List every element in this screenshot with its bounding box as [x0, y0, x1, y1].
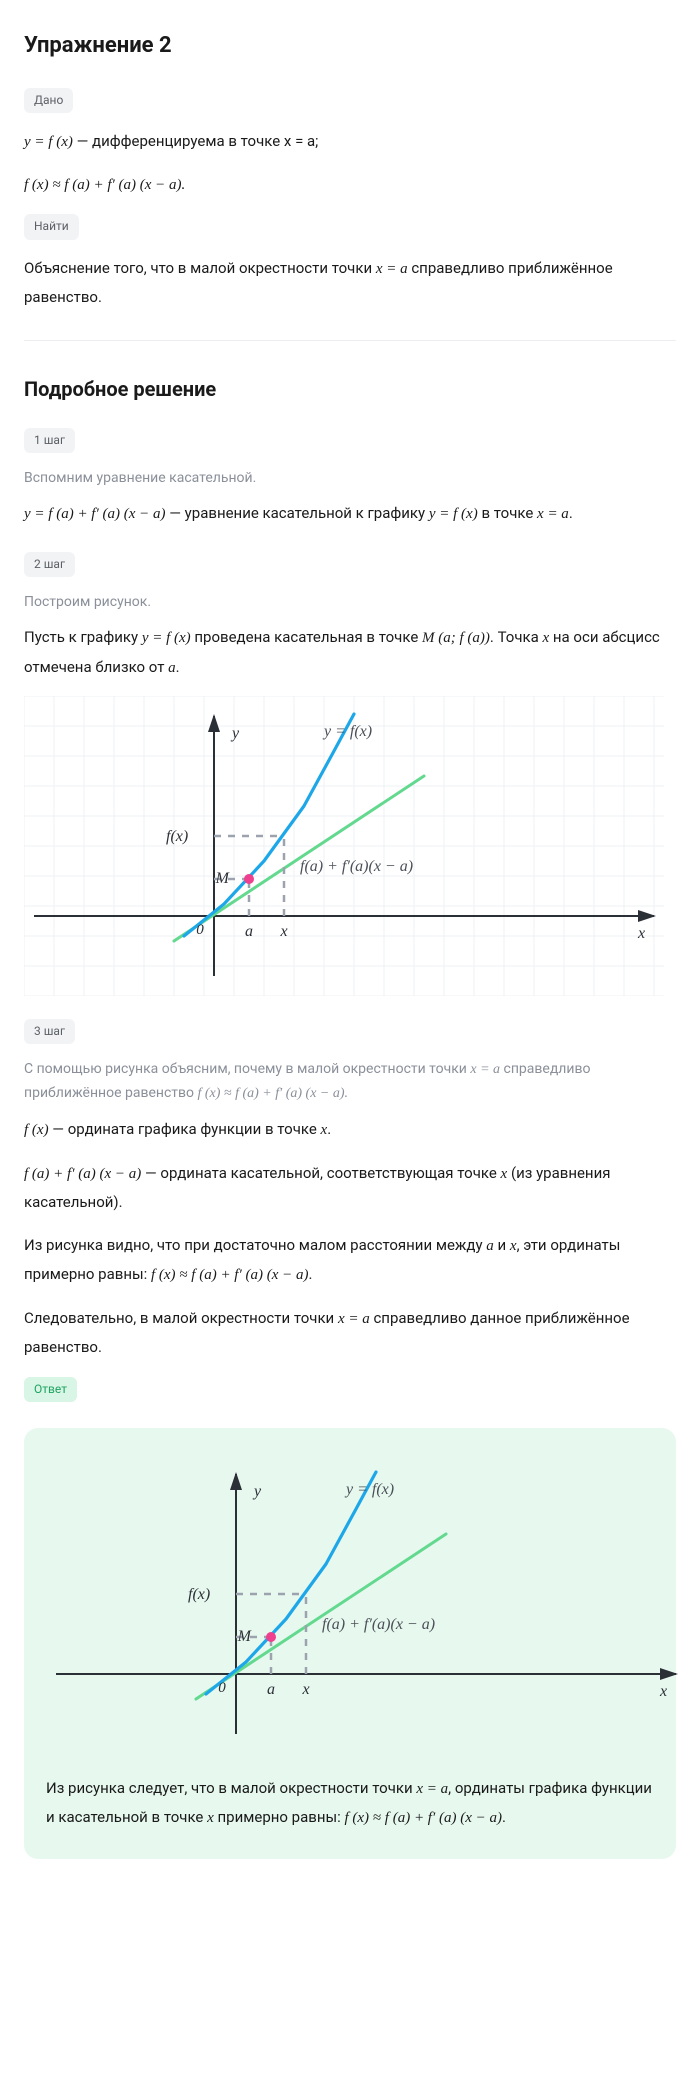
svg-text:0: 0: [218, 1680, 226, 1696]
math: x: [510, 1238, 517, 1254]
text: — дифференцируема в точке x = a;: [73, 132, 319, 150]
svg-text:M: M: [215, 870, 231, 887]
step-3: 3 шаг С помощью рисунка объясним, почему…: [24, 1018, 676, 1361]
answer-chip: Ответ: [24, 1377, 77, 1402]
math: f (a) + f′ (a) (x − a): [24, 1166, 141, 1182]
svg-text:f(x): f(x): [166, 828, 188, 845]
given-line2: f (x) ≈ f (a) + f′ (a) (x − a).: [24, 171, 676, 200]
text: С помощью рисунка объясним, почему в мал…: [24, 1061, 470, 1077]
text: .: [569, 504, 573, 522]
text: в точке: [478, 504, 537, 522]
svg-text:f(x): f(x): [188, 1586, 210, 1603]
math: x: [207, 1810, 214, 1826]
step-chip: 3 шаг: [24, 1019, 75, 1044]
text: примерно равны:: [214, 1808, 345, 1826]
step-note: Вспомним уравнение касательной.: [24, 467, 676, 489]
divider: [24, 340, 676, 341]
svg-text:x: x: [279, 923, 287, 940]
step3-p3: Из рисунка видно, что при достаточно мал…: [24, 1231, 676, 1290]
math: y = f (x): [24, 134, 73, 150]
step3-p2: f (a) + f′ (a) (x − a) — ордината касате…: [24, 1159, 676, 1217]
text: Следовательно, в малой окрестности точки: [24, 1309, 338, 1327]
svg-text:y: y: [252, 1483, 262, 1500]
math: y = f (x): [142, 630, 191, 646]
svg-text:y: y: [230, 725, 240, 742]
svg-text:x: x: [659, 1683, 667, 1700]
solution-title: Подробное решение: [24, 373, 676, 405]
math: x = a: [537, 506, 569, 522]
svg-text:M: M: [237, 1628, 253, 1645]
find-chip: Найти: [24, 214, 79, 239]
math: f (x) ≈ f (a) + f′ (a) (x − a): [344, 1810, 502, 1826]
text: — уравнение касательной к графику: [166, 504, 429, 522]
page-title: Упражнение 2: [24, 28, 676, 63]
math: x = a: [376, 261, 408, 277]
math: x = a: [470, 1062, 500, 1077]
math: y = f (a) + f′ (a) (x − a): [24, 506, 166, 522]
math: f (x): [24, 1122, 49, 1138]
tangent-chart-answer: 0yxaxf(x)My = f(x)f(a) + f′(a)(x − a): [46, 1454, 654, 1754]
step-chip: 2 шаг: [24, 552, 75, 577]
step-chip: 1 шаг: [24, 428, 75, 453]
text: и: [494, 1236, 510, 1254]
text: .: [502, 1808, 506, 1826]
answer-text: Из рисунка следует, что в малой окрестно…: [46, 1774, 654, 1833]
text: — ордината графика функции в точке: [49, 1120, 321, 1138]
svg-text:a: a: [267, 1681, 275, 1698]
math: M (a; f (a)): [422, 630, 490, 646]
math: y = f (x): [429, 506, 478, 522]
given-chip: Дано: [24, 88, 73, 113]
svg-text:f(a) + f′(a)(x − a): f(a) + f′(a)(x − a): [300, 858, 413, 875]
tangent-chart: 0 y x a x f(x) My = f(x) f(a) + f′(a)(x − a): [24, 696, 676, 996]
text: .: [309, 1265, 313, 1283]
step3-p4: Следовательно, в малой окрестности точки…: [24, 1304, 676, 1362]
step-1: 1 шаг Вспомним уравнение касательной. y …: [24, 427, 676, 529]
svg-text:y = f(x): y = f(x): [344, 1481, 394, 1498]
text: .: [176, 658, 180, 676]
svg-text:0: 0: [196, 922, 204, 938]
step3-p1: f (x) — ордината графика функции в точке…: [24, 1115, 676, 1145]
math: x = a: [416, 1781, 448, 1797]
math: a: [486, 1238, 494, 1254]
svg-text:f(a) + f′(a)(x − a): f(a) + f′(a)(x − a): [322, 1616, 435, 1633]
svg-text:a: a: [245, 923, 253, 940]
text: Пусть к графику: [24, 628, 142, 646]
svg-text:x: x: [301, 1681, 309, 1698]
text: Из рисунка видно, что при достаточно мал…: [24, 1236, 486, 1254]
text: проведена касательная в точке: [191, 628, 422, 646]
step-2: 2 шаг Построим рисунок. Пусть к графику …: [24, 551, 676, 997]
math: x = a: [338, 1311, 370, 1327]
step-note: Построим рисунок.: [24, 591, 676, 613]
text: — ордината касательной, соответствующая …: [141, 1164, 500, 1182]
svg-text:y = f(x): y = f(x): [322, 723, 372, 740]
text: . Точка: [490, 628, 543, 646]
step1-text: y = f (a) + f′ (a) (x − a) — уравнение к…: [24, 499, 676, 529]
text: .: [327, 1120, 331, 1138]
text: Объяснение того, что в малой окрестности…: [24, 259, 376, 277]
math: f (x) ≈ f (a) + f′ (a) (x − a): [151, 1267, 309, 1283]
find-text: Объяснение того, что в малой окрестности…: [24, 254, 676, 312]
answer-box: 0 y x a x f(x) My = f(x) f(a) + f′(a)(x − a) Из…: [24, 1428, 676, 1859]
given-line1: y = f (x) — дифференцируема в точке x = …: [24, 127, 676, 157]
text: Из рисунка следует, что в малой окрестно…: [46, 1779, 416, 1797]
step3-note: С помощью рисунка объясним, почему в мал…: [24, 1058, 676, 1105]
step2-text: Пусть к графику y = f (x) проведена каса…: [24, 623, 676, 682]
math: f (x) ≈ f (a) + f′ (a) (x − a).: [197, 1086, 348, 1101]
math: a: [168, 660, 176, 676]
svg-text:x: x: [637, 925, 645, 942]
